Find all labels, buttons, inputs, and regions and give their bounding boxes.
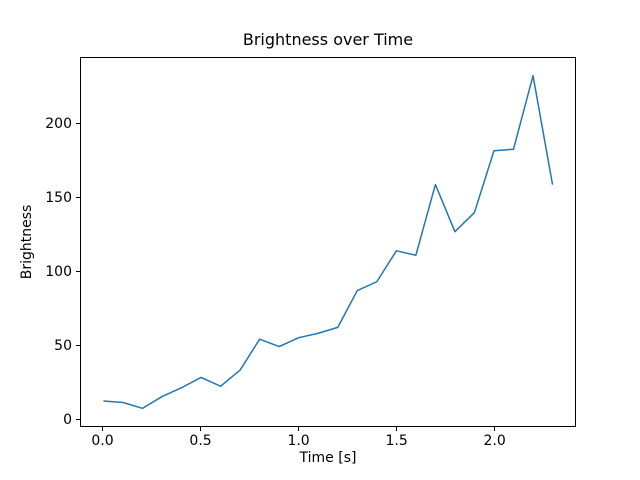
y-tick-mark [76,197,80,199]
y-tick-label: 200 [45,115,72,132]
y-tick-mark [76,123,80,125]
x-tick-label: 1.0 [287,433,310,449]
x-tick-label: 0.5 [189,433,212,449]
y-tick-label: 0 [63,411,72,428]
x-tick-mark [200,427,202,431]
y-tick-label: 150 [45,189,72,206]
x-tick-mark [102,427,104,431]
x-tick-mark [298,427,300,431]
chart-title: Brightness over Time [242,30,414,49]
y-tick-mark [76,271,80,273]
x-tick-mark [396,427,398,431]
plot-canvas [103,74,554,410]
y-tick-mark [76,419,80,421]
x-tick-label: 2.0 [483,433,506,449]
x-tick-mark [494,427,496,431]
plot-area [80,57,576,427]
brightness-line [103,74,554,410]
x-tick-label: 0.0 [91,433,114,449]
x-axis-label: Time [s] [299,450,357,466]
y-tick-mark [76,345,80,347]
x-tick-label: 1.5 [385,433,408,449]
y-tick-label: 100 [45,263,72,280]
y-tick-label: 50 [54,337,72,354]
